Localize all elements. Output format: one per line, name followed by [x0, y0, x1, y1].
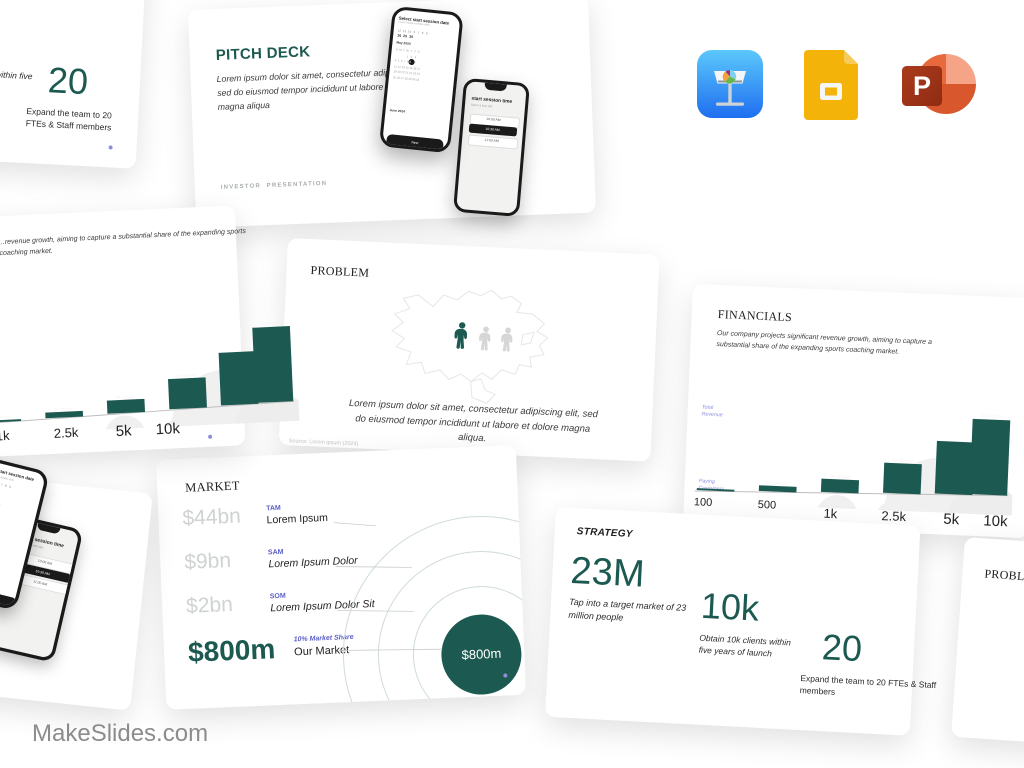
svg-text:$11,500,000: $11,500,000 — [176, 373, 197, 378]
svg-text:$2,300,000: $2,300,000 — [768, 481, 787, 486]
svg-text:$5,750,000: $5,750,000 — [116, 395, 135, 400]
svg-text:$800m: $800m — [461, 646, 501, 663]
svg-text:$500,000: $500,000 — [708, 484, 724, 489]
svg-text:P: P — [913, 71, 931, 101]
svg-text:$11,500,000: $11,500,000 — [893, 459, 914, 464]
svg-text:$500,000: $500,000 — [0, 415, 10, 420]
svg-text:$2,300,000: $2,300,000 — [54, 407, 73, 412]
svg-text:$5,750,000: $5,750,000 — [831, 475, 850, 480]
svg-text:$23,000,000: $23,000,000 — [260, 321, 281, 326]
svg-text:$23,000,000: $23,000,000 — [981, 414, 1002, 419]
